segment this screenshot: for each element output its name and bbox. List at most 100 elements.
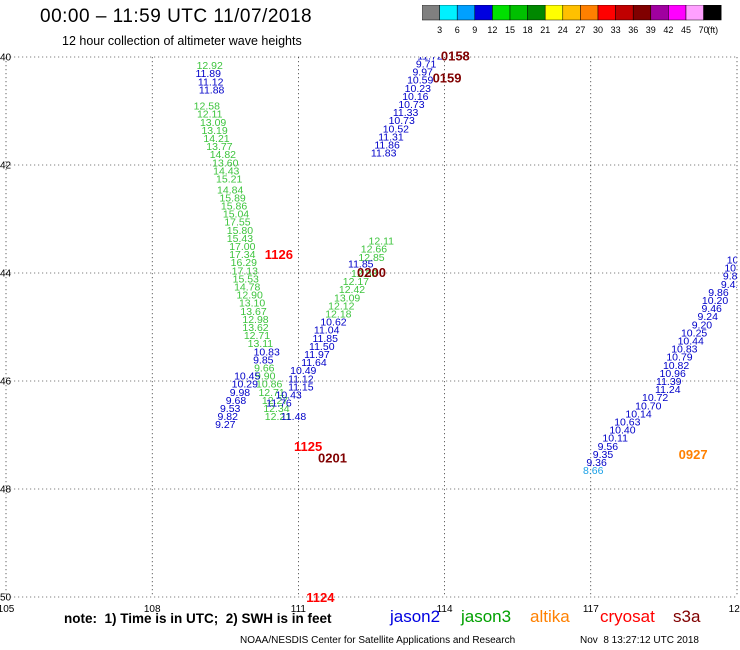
wave-height-point: 10.83 (671, 344, 697, 356)
wave-height-point: 15.21 (216, 174, 242, 186)
color-scale-label: 33 (611, 25, 621, 35)
color-scale-label: 42 (663, 25, 673, 35)
wave-height-point: 12.71 (258, 387, 284, 399)
wave-height-point: 13.10 (239, 298, 265, 310)
wave-height-point: 11.64 (301, 357, 327, 369)
wave-height-point: 9.85 (253, 354, 274, 366)
color-scale-label: 36 (628, 25, 638, 35)
footer-credit: NOAA/NESDIS Center for Satellite Applica… (240, 635, 516, 646)
color-scale-label: 24 (558, 25, 568, 35)
wave-height-point: 13.67 (240, 306, 266, 318)
wave-height-point: 9.66 (254, 363, 275, 375)
wave-height-point: 17.00 (229, 241, 255, 253)
wave-height-point: 11.31 (378, 131, 404, 143)
x-tick-label: 117 (583, 604, 599, 615)
wave-height-point: 11.15 (288, 381, 314, 393)
color-scale-label: 27 (575, 25, 585, 35)
wave-height-point: 13.77 (206, 141, 232, 153)
wave-height-point: 10.73 (398, 99, 424, 111)
color-scale-legend: 3 6 9 12 15 18 21 24 27 30 33 36 39 42 45 70(ft) (422, 5, 722, 35)
wave-height-point: 14.21 (203, 133, 229, 145)
wave-height-point: 12.71 (244, 330, 270, 342)
wave-height-point: 13.60 (212, 157, 238, 169)
color-scale-label: 39 (646, 25, 656, 35)
wave-height-point: 10.43 (276, 390, 302, 402)
y-tick-label: 50 (0, 593, 12, 604)
wave-height-point: 9.20 (692, 319, 713, 331)
wave-height-point: 14.84 (217, 184, 243, 196)
wave-height-point: 12.27 (262, 395, 288, 407)
wave-height-point: 17.13 (232, 265, 258, 277)
color-scale-label: 15 (505, 25, 515, 35)
data-points: 12.9212.5812.1113.0913.1914.2113.7714.82… (194, 57, 740, 477)
wave-height-point: 15.86 (221, 201, 247, 213)
wave-height-point: 12.58 (194, 101, 220, 113)
page-title: 00:00 – 11:59 UTC 11/07/2018 (40, 6, 313, 27)
wave-height-point: 10.44 (678, 336, 704, 348)
wave-height-point: 11.97 (304, 349, 330, 361)
wave-height-point: 10.20 (702, 295, 728, 307)
wave-height-point: 11.76 (266, 398, 292, 410)
y-tick-label: 48 (0, 485, 12, 496)
wave-height-point: 13.09 (200, 117, 226, 129)
x-tick-label: 111 (291, 604, 307, 615)
pass-time-label: 0158 (441, 48, 470, 63)
wave-height-point: 10.2 (724, 263, 740, 275)
wave-height-point: 10.73 (389, 115, 415, 127)
wave-height-point: 12.11 (197, 109, 223, 121)
wave-height-point: 15.43 (227, 233, 253, 245)
wave-height-point: 12.21 (265, 411, 291, 423)
wave-height-point: 14.78 (234, 282, 260, 294)
wave-height-point: 10.59 (407, 75, 433, 87)
pass-time-label: 0159 (433, 71, 462, 86)
wave-height-point: 10.62 (320, 317, 346, 329)
wave-height-point: 9.71 (416, 58, 437, 70)
satellite-legend-altika: altika (530, 607, 570, 626)
wave-height-point: 15.04 (223, 209, 249, 221)
wave-height-point: 11.33 (393, 107, 419, 119)
wave-height-point: 9.36 (586, 457, 607, 469)
x-tick-label: 105 (0, 604, 15, 615)
wave-height-point: 9.87 (723, 271, 740, 283)
wave-height-point: 8.66 (583, 465, 604, 477)
color-scale-label: 30 (593, 25, 603, 35)
pass-time-label: 1124 (306, 590, 335, 605)
wave-height-point: 10.96 (660, 368, 686, 380)
wave-height-point: 9.98 (230, 387, 251, 399)
pass-time-label: 0927 (679, 447, 708, 462)
wave-height-point: 10.16 (402, 91, 428, 103)
wave-height-point: 10.63 (614, 417, 640, 429)
wave-height-point: 10.1 (727, 255, 740, 267)
pass-time-label: 1125 (294, 439, 322, 454)
x-tick-label: 114 (437, 604, 453, 615)
pass-time-label: 0200 (357, 265, 386, 280)
wave-height-point: 10.79 (666, 352, 692, 364)
wave-height-point: 9.90 (255, 371, 276, 383)
color-scale-label: 45 (681, 25, 691, 35)
wave-height-point: 11.89 (195, 68, 221, 80)
wave-height-point: 12.17 (343, 276, 369, 288)
wave-height-point: 11.12 (288, 373, 314, 385)
wave-height-point: 11.85 (312, 333, 338, 345)
color-scale-label: 3 (437, 25, 442, 35)
color-scale-label: 21 (540, 25, 550, 35)
wave-height-point: 9.53 (220, 403, 241, 415)
wave-height-point: 12.85 (358, 252, 384, 264)
wave-height-point: 10.23 (405, 83, 431, 95)
satellite-legend-s3a: s3a (673, 607, 701, 626)
wave-height-point: 11.86 (374, 139, 400, 151)
color-scale-label: 6 (455, 25, 460, 35)
wave-height-point: 9.68 (226, 395, 247, 407)
wave-height-point: 10.11 (602, 433, 628, 445)
wave-height-point: 12.92 (197, 60, 223, 72)
wave-height-point: 12.11 (368, 236, 394, 248)
wave-height-point: 17.55 (224, 217, 250, 229)
wave-height-point: 10.25 (681, 327, 707, 339)
wave-height-point: 10.83 (254, 346, 280, 358)
wave-height-point: 12.90 (237, 290, 263, 302)
wave-height-point: 9.35 (593, 449, 614, 461)
color-swatch (703, 5, 722, 21)
wave-height-point: 11.83 (371, 148, 397, 160)
wave-height-point: 12.34 (263, 403, 289, 415)
